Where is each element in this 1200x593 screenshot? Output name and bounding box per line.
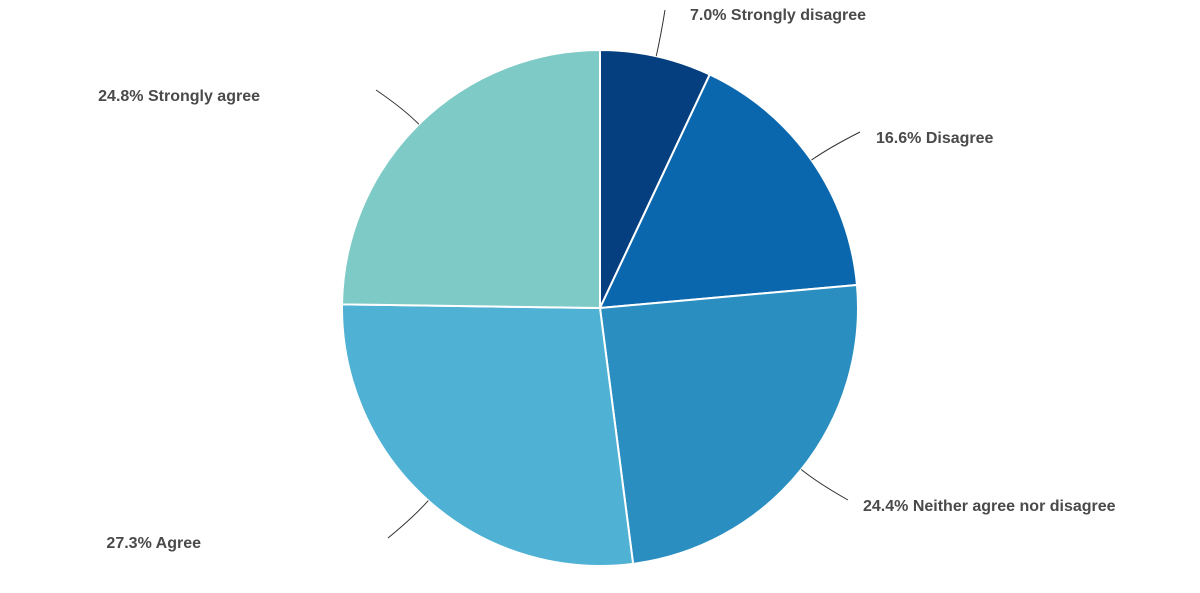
leader-line-disagree (811, 131, 861, 161)
slice-label-strongly-agree: 24.8% Strongly agree (98, 88, 260, 105)
slice-labels: 7.0% Strongly disagree 16.6% Disagree 24.4… (98, 7, 1116, 552)
pie-slice-disagree (598, 73, 859, 310)
pie-slices (341, 48, 859, 567)
pie-slice-neither-agree-nor-disagree (598, 283, 859, 565)
slice-label-agree: 27.3% Agree (106, 535, 201, 552)
leader-line-strongly-agree (375, 89, 420, 125)
leader-line-neither-agree-nor-disagree (800, 469, 849, 501)
leader-line-strongly-disagree (655, 9, 666, 57)
slice-label-strongly-disagree: 7.0% Strongly disagree (690, 7, 866, 24)
pie-slice-strongly-agree (341, 48, 601, 310)
pie-slice-strongly-disagree (599, 48, 712, 309)
leader-lines (375, 9, 861, 539)
leader-line-agree (387, 500, 429, 539)
slice-label-neither-agree-nor-disagree: 24.4% Neither agree nor disagree (863, 498, 1116, 515)
pie-slice-agree (341, 303, 635, 567)
slice-label-disagree: 16.6% Disagree (876, 130, 994, 147)
